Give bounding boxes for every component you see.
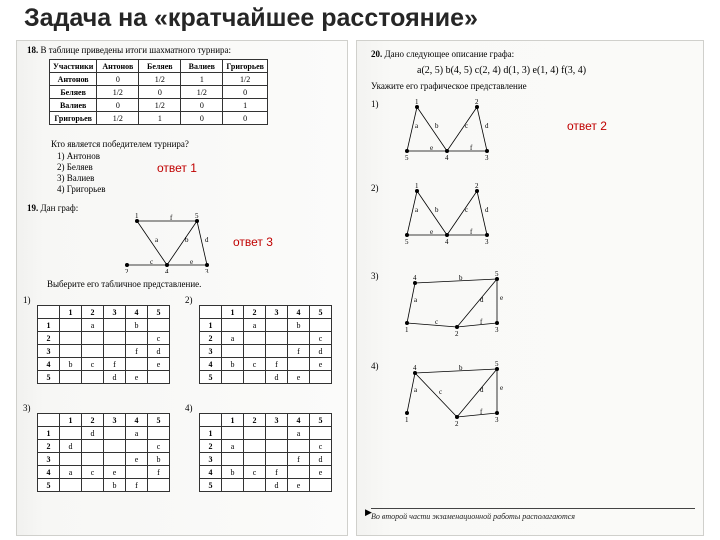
svg-text:e: e xyxy=(500,294,503,302)
svg-text:2: 2 xyxy=(455,420,459,427)
svg-text:d: d xyxy=(485,206,489,214)
svg-text:a: a xyxy=(415,206,419,214)
svg-text:4: 4 xyxy=(413,364,417,372)
p19-l3: 3) xyxy=(23,403,31,413)
p20-l3: 3) xyxy=(371,271,379,281)
right-page: 20. Дано следующее описание графа: a(2, … xyxy=(356,40,704,536)
svg-text:1: 1 xyxy=(405,416,409,424)
svg-text:3: 3 xyxy=(495,416,499,424)
p20-intro: Дано следующее описание графа: xyxy=(385,49,515,59)
svg-text:b: b xyxy=(185,236,189,244)
svg-text:2: 2 xyxy=(455,330,459,337)
svg-text:e: e xyxy=(500,384,503,392)
p20-g3: abcdef45123 xyxy=(397,271,517,337)
p19-t2: 123451ab2ac3fd4bcfe5de xyxy=(199,305,332,384)
p18-intro: В таблице приведены итоги шахматного тур… xyxy=(41,45,232,55)
svg-text:e: e xyxy=(190,258,193,266)
svg-text:c: c xyxy=(435,318,438,326)
svg-text:c: c xyxy=(439,388,442,396)
svg-text:5: 5 xyxy=(405,238,409,246)
svg-text:1: 1 xyxy=(415,99,419,106)
p20-l1: 1) xyxy=(371,99,379,109)
p18-table-wrap: УчастникиАнтоновБеляевВалиевГригорьевАнт… xyxy=(49,59,268,125)
p19-t4-wrap: 123451a2ac3fd4bcfe5de xyxy=(199,413,332,492)
svg-text:c: c xyxy=(465,206,468,214)
svg-text:4: 4 xyxy=(445,154,449,162)
p19-t1-wrap: 123451ab2c3fd4bcfe5de xyxy=(37,305,170,384)
svg-text:c: c xyxy=(150,258,153,266)
svg-text:c: c xyxy=(465,122,468,130)
svg-text:a: a xyxy=(155,236,159,244)
svg-text:d: d xyxy=(480,386,484,394)
left-page: 18. В таблице приведены итоги шахматного… xyxy=(16,40,348,536)
p18-num: 18. xyxy=(27,45,38,55)
p18-answer: ответ 1 xyxy=(157,161,197,175)
p20-num: 20. xyxy=(371,49,382,59)
svg-text:4: 4 xyxy=(445,238,449,246)
p19-intro: Дан граф: xyxy=(41,203,79,213)
p19-num: 19. xyxy=(27,203,38,213)
p19-l1: 1) xyxy=(23,295,31,305)
p20-l2: 2) xyxy=(371,183,379,193)
svg-text:a: a xyxy=(415,122,419,130)
svg-text:a: a xyxy=(414,296,418,304)
svg-text:b: b xyxy=(435,122,439,130)
p19-t3-wrap: 123451da2dc3eb4acef5bf xyxy=(37,413,170,492)
svg-text:e: e xyxy=(430,228,433,236)
svg-text:3: 3 xyxy=(485,238,489,246)
right-footer: Во второй части экзаменационной работы р… xyxy=(371,508,695,521)
svg-text:d: d xyxy=(485,122,489,130)
p20-g1: bacdef12543 xyxy=(397,99,507,163)
p20-desc: a(2, 5) b(4, 5) c(2, 4) d(1, 3) e(1, 4) … xyxy=(417,65,586,76)
svg-text:2: 2 xyxy=(475,99,479,106)
svg-text:b: b xyxy=(459,274,463,282)
svg-text:3: 3 xyxy=(205,268,209,273)
p19-sub: Выберите его табличное представление. xyxy=(47,279,201,289)
p19-t1: 123451ab2c3fd4bcfe5de xyxy=(37,305,170,384)
svg-text:2: 2 xyxy=(125,268,129,273)
svg-text:b: b xyxy=(459,364,463,372)
p18-question: Кто является победителем турнира? xyxy=(51,139,189,149)
p20-l4: 4) xyxy=(371,361,379,371)
svg-text:4: 4 xyxy=(413,274,417,282)
svg-text:5: 5 xyxy=(405,154,409,162)
p19-l2: 2) xyxy=(185,295,193,305)
p18-table: УчастникиАнтоновБеляевВалиевГригорьевАнт… xyxy=(49,59,268,125)
svg-text:3: 3 xyxy=(495,326,499,334)
p19-graph: afbced15243 xyxy=(117,213,217,273)
svg-text:4: 4 xyxy=(165,268,169,273)
svg-text:2: 2 xyxy=(475,183,479,190)
svg-text:a: a xyxy=(414,386,418,394)
p19-t3: 123451da2dc3eb4acef5bf xyxy=(37,413,170,492)
svg-text:d: d xyxy=(205,236,209,244)
svg-text:1: 1 xyxy=(405,326,409,334)
slide-title: Задача на «кратчайшее расстояние» xyxy=(24,4,478,33)
p19-answer: ответ 3 xyxy=(233,235,273,249)
svg-text:b: b xyxy=(435,206,439,214)
svg-text:5: 5 xyxy=(495,271,499,278)
p18-options: 1) Антонов2) Беляев3) Валиев4) Григорьев xyxy=(57,151,106,195)
svg-text:3: 3 xyxy=(485,154,489,162)
p20-g2: bacdef12543 xyxy=(397,183,507,247)
svg-text:1: 1 xyxy=(135,213,139,220)
p20-answer: ответ 2 xyxy=(567,119,607,133)
p19-t4: 123451a2ac3fd4bcfe5de xyxy=(199,413,332,492)
p20-question: Укажите его графическое представление xyxy=(371,81,527,91)
svg-text:5: 5 xyxy=(495,361,499,368)
svg-text:5: 5 xyxy=(195,213,199,220)
svg-text:1: 1 xyxy=(415,183,419,190)
p19-l4: 4) xyxy=(185,403,193,413)
svg-text:d: d xyxy=(480,296,484,304)
p20-g4: abcdef45123 xyxy=(397,361,517,427)
svg-text:e: e xyxy=(430,144,433,152)
p19-t2-wrap: 123451ab2ac3fd4bcfe5de xyxy=(199,305,332,384)
